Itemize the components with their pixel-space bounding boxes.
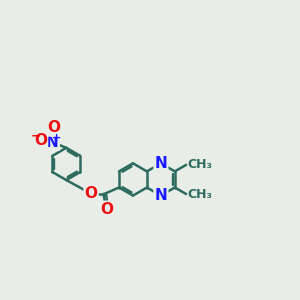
Text: O: O bbox=[100, 202, 113, 217]
Text: O: O bbox=[48, 121, 61, 136]
Text: O: O bbox=[34, 133, 47, 148]
Text: N: N bbox=[46, 135, 59, 150]
Text: N: N bbox=[154, 188, 167, 203]
Text: +: + bbox=[52, 133, 61, 143]
Text: N: N bbox=[154, 156, 167, 171]
Text: CH₃: CH₃ bbox=[187, 158, 212, 171]
Text: −: − bbox=[31, 130, 41, 142]
Text: O: O bbox=[85, 186, 98, 201]
Text: CH₃: CH₃ bbox=[187, 188, 212, 200]
